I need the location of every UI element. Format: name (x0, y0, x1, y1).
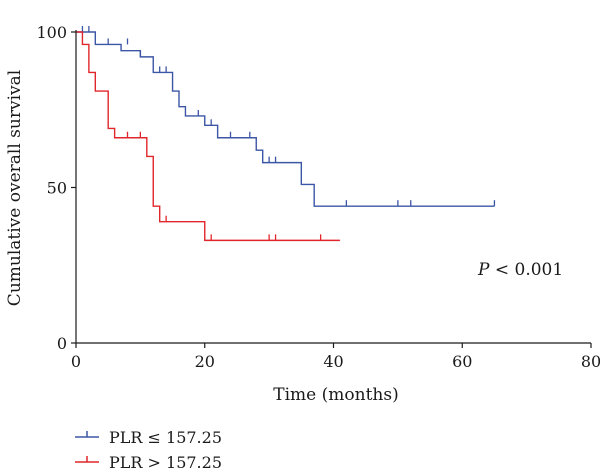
y-tick-label: 50 (47, 179, 67, 198)
x-axis-label: Time (months) (273, 385, 398, 405)
legend-entry-plr-high: PLR > 157.25 (75, 453, 222, 472)
x-tick-label: 40 (323, 352, 343, 371)
survival-curve-0 (76, 31, 495, 207)
x-tick-label: 0 (71, 352, 81, 371)
y-axis-label: Cumulative overall survival (5, 70, 25, 306)
survival-curve-1 (76, 31, 340, 242)
x-tick-label: 60 (452, 352, 472, 371)
y-tick-label: 0 (57, 334, 67, 353)
p-value-symbol: P (477, 260, 490, 280)
y-tick-label: 100 (36, 23, 67, 42)
legend-label-plr-low: PLR ≤ 157.25 (109, 428, 222, 447)
x-tick-label: 80 (581, 352, 600, 371)
axes-layer: 0 20 40 60 80 0 50 100 (36, 23, 600, 371)
p-value-annotation: P < 0.001 (477, 260, 563, 280)
x-tick-label: 20 (195, 352, 215, 371)
plot-layer (76, 26, 496, 242)
p-value-text: < 0.001 (489, 260, 563, 280)
legend-entry-plr-low: PLR ≤ 157.25 (75, 428, 222, 447)
legend-label-plr-high: PLR > 157.25 (109, 453, 222, 472)
legend: PLR ≤ 157.25 PLR > 157.25 (75, 428, 222, 472)
